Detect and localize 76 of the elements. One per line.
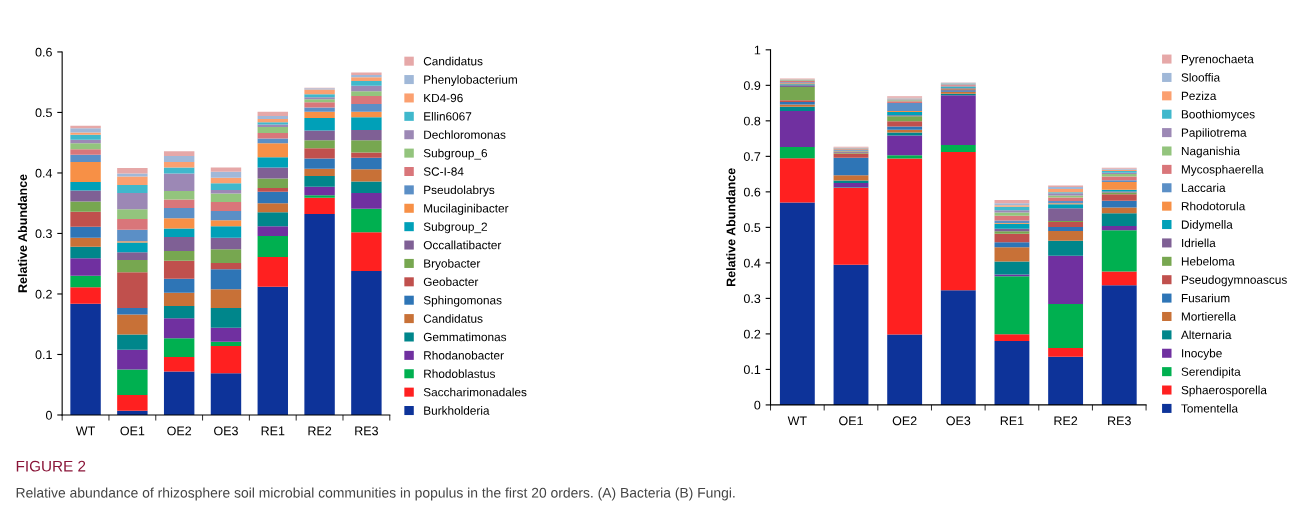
legend-label: Phenylobacterium: [424, 75, 517, 87]
legend-label: Rhodotorula: [1181, 201, 1246, 211]
legend-label: Pseudogymnoascus: [1181, 275, 1287, 287]
legend-label: Fusarium: [1181, 293, 1230, 303]
y-tick-label: 0.1: [35, 350, 52, 360]
legend-label: Subgroup_6: [423, 148, 488, 160]
legend-label: Mucilaginibacter: [424, 203, 509, 215]
legend-label: Geobacter: [423, 277, 479, 287]
legend-label: Mortierella: [1181, 312, 1237, 321]
x-tick-label: OE3: [946, 416, 971, 426]
y-tick-label: 0.4: [743, 258, 761, 268]
y-tick-label: 0.5: [35, 108, 52, 118]
legend-label: Inocybe: [1182, 348, 1222, 360]
legend-label: Slooffia: [1181, 72, 1221, 82]
legend-label: Candidatus: [423, 314, 483, 323]
text: Relative abundance of rhizosphere soil microbial communities in populus in the first 20 orders. (A) Bacteria (B) Fungi.: [16, 487, 735, 501]
y-axis-title: Relative Abundance: [726, 168, 736, 287]
legend-label: Didymella: [1181, 220, 1233, 232]
legend-label: Ellin6067: [424, 111, 472, 121]
legend-label: Naganishia: [1181, 146, 1241, 158]
y-tick-label: 0.2: [35, 289, 52, 299]
legend-label: Dechloromonas: [424, 130, 506, 139]
legend-label: Occallatibacter: [423, 240, 502, 250]
y-tick-label: 1: [754, 45, 761, 55]
legend-label: Sphaerosporella: [1181, 385, 1267, 397]
legend-label: Pseudolabrys: [424, 185, 495, 197]
legend-label: Saccharimonadales: [423, 387, 527, 397]
legend-label: Gemmatimonas: [423, 332, 507, 342]
y-tick-label: 0.3: [35, 229, 52, 239]
y-tick-label: 0: [754, 400, 761, 410]
x-tick-label: OE1: [120, 426, 145, 436]
legend-label: Rhodoblastus: [424, 369, 495, 378]
x-tick-label: OE1: [839, 416, 863, 426]
y-tick-label: 0.6: [35, 47, 52, 57]
x-tick-label: RE3: [355, 426, 378, 436]
legend-label: Burkholderia: [424, 406, 490, 415]
x-tick-label: WT: [75, 426, 95, 436]
y-tick-label: 0.7: [743, 152, 761, 161]
y-tick-label: 0.2: [743, 329, 761, 339]
legend-label: Tomentella: [1181, 403, 1239, 413]
legend-label: Laccaria: [1181, 183, 1226, 192]
y-axis-title: Relative Abundance: [17, 174, 28, 293]
legend-label: Papiliotrema: [1181, 128, 1247, 140]
legend-label: Serendipita: [1181, 367, 1241, 379]
legend-label: Bryobacter: [424, 258, 481, 270]
legend-label: KD4-96: [424, 93, 463, 103]
y-tick-label: 0.5: [743, 223, 761, 233]
x-tick-label: RE1: [1000, 416, 1024, 426]
y-tick-label: 0.8: [743, 116, 761, 126]
y-tick-label: 0.6: [743, 187, 761, 197]
x-tick-label: RE2: [308, 426, 332, 436]
legend-label: Peziza: [1181, 91, 1217, 101]
legend-label: Hebeloma: [1181, 256, 1235, 266]
y-tick-label: 0.1: [743, 365, 761, 375]
legend-label: Subgroup_2: [423, 222, 487, 234]
x-tick-label: RE2: [1054, 416, 1078, 426]
legend-label: SC-I-84: [423, 167, 464, 176]
legend-label: Idriella: [1182, 238, 1216, 248]
caption: FIGURE 2: [16, 460, 86, 472]
legend-label: Candidatus: [423, 56, 483, 66]
legend-label: Sphingomonas: [423, 295, 502, 307]
x-tick-label: RE3: [1108, 416, 1131, 426]
x-tick-label: WT: [787, 416, 807, 426]
legend-label: Rhodanobacter: [424, 350, 504, 360]
x-tick-label: OE3: [214, 426, 238, 436]
legend-label: Alternaria: [1180, 330, 1232, 340]
y-tick-label: 0: [45, 410, 52, 420]
y-tick-label: 0.4: [35, 168, 53, 178]
y-tick-label: 0.9: [743, 81, 761, 90]
x-tick-label: RE1: [261, 426, 285, 436]
x-tick-label: OE2: [892, 416, 917, 426]
legend-label: Boothiomyces: [1181, 109, 1255, 121]
legend-label: Mycosphaerella: [1181, 164, 1264, 176]
legend-label: Pyrenochaeta: [1181, 54, 1254, 66]
y-tick-label: 0.3: [743, 294, 761, 304]
x-tick-label: OE2: [167, 426, 192, 436]
